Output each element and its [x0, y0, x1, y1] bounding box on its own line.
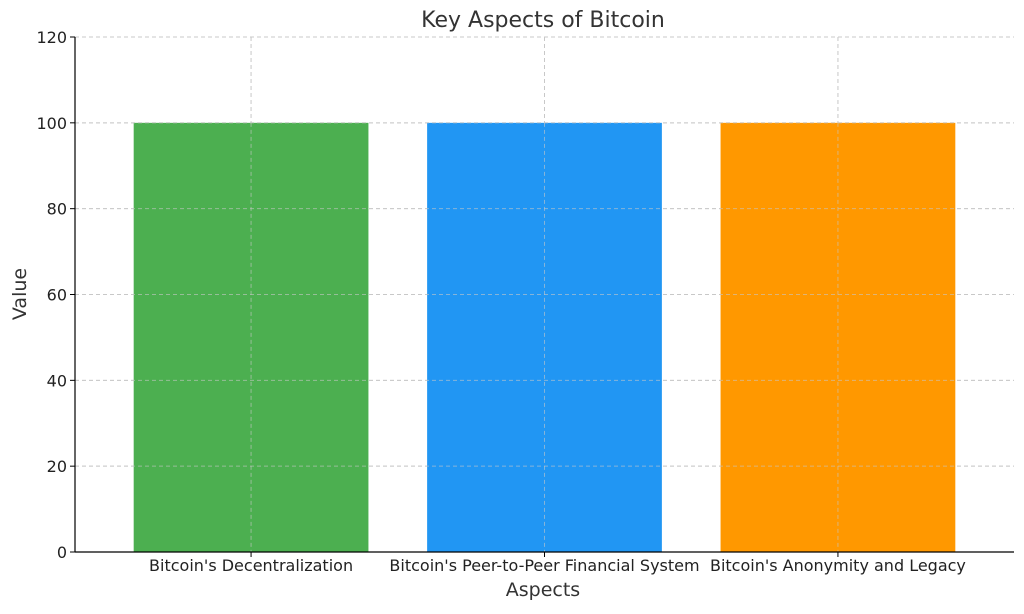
y-tick-label: 0: [57, 543, 67, 562]
y-tick-label: 60: [47, 286, 67, 305]
x-ticks: Bitcoin's Decentralization Bitcoin's Peer…: [149, 552, 966, 575]
y-tick-label: 20: [47, 457, 67, 476]
x-tick-label: Bitcoin's Decentralization: [149, 556, 353, 575]
y-tick-label: 100: [36, 114, 67, 133]
y-ticks: 0 20 40 60 80 100 120: [36, 28, 75, 562]
chart-title: Key Aspects of Bitcoin: [421, 8, 665, 33]
bars: [75, 36, 1014, 553]
y-tick-label: 40: [47, 371, 67, 390]
y-axis-label: Value: [9, 268, 31, 320]
x-axis-label: Aspects: [506, 579, 580, 601]
y-tick-label: 80: [47, 200, 67, 219]
x-tick-label: Bitcoin's Anonymity and Legacy: [710, 556, 966, 575]
x-tick-label: Bitcoin's Peer-to-Peer Financial System: [389, 556, 699, 575]
y-tick-label: 120: [36, 28, 67, 47]
